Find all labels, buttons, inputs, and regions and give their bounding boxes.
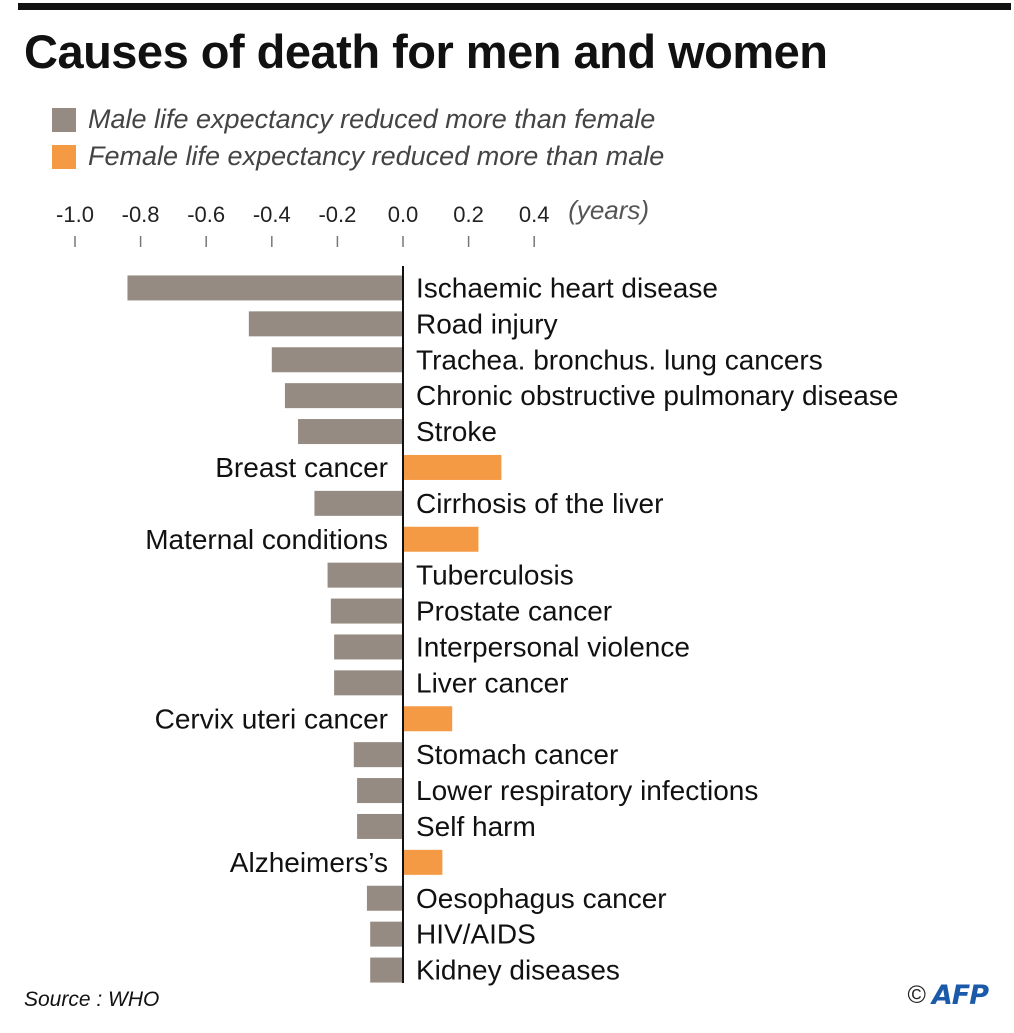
legend-item-female: Female life expectancy reduced more than… <box>52 138 664 175</box>
legend: Male life expectancy reduced more than f… <box>52 101 664 175</box>
bar <box>314 490 403 516</box>
category-label: Cervix uteri cancer <box>155 703 388 734</box>
bar <box>403 849 443 875</box>
category-label: Stroke <box>416 416 497 447</box>
copyright-mark: © <box>907 981 926 1009</box>
credit: © AFP <box>907 980 989 1011</box>
category-label: Road injury <box>416 308 558 339</box>
category-label: Liver cancer <box>416 667 569 698</box>
category-label: Kidney diseases <box>416 955 620 986</box>
chart-title: Causes of death for men and women <box>24 25 828 78</box>
category-label: Ischaemic heart disease <box>416 272 718 303</box>
category-label: HIV/AIDS <box>416 919 536 950</box>
bar <box>366 885 403 911</box>
legend-label-female: Female life expectancy reduced more than… <box>88 141 665 171</box>
bar <box>403 526 479 552</box>
bar <box>248 311 403 337</box>
category-label: Maternal conditions <box>145 524 388 555</box>
category-label: Self harm <box>416 811 536 842</box>
category-label: Trachea. bronchus. lung cancers <box>416 344 823 375</box>
category-label: Alzheimers’s <box>230 847 388 878</box>
bar <box>271 347 403 373</box>
bar <box>284 383 403 409</box>
category-label: Cirrhosis of the liver <box>416 488 663 519</box>
bar <box>334 634 403 660</box>
bar <box>127 275 403 301</box>
bar <box>357 778 403 804</box>
x-tick-label: -0.4 <box>253 202 291 227</box>
bar <box>370 921 403 947</box>
bar <box>357 813 403 839</box>
bar <box>327 562 403 588</box>
legend-label-male: Male life expectancy reduced more than f… <box>88 104 656 134</box>
category-label: Prostate cancer <box>416 596 612 627</box>
x-tick-label: 0.4 <box>519 202 550 227</box>
top-rule <box>18 3 1011 10</box>
bar <box>298 419 403 445</box>
legend-swatch-female <box>52 144 76 169</box>
x-tick-label: -0.6 <box>187 202 225 227</box>
bar <box>403 454 502 480</box>
bar <box>334 670 403 696</box>
bar <box>353 742 403 768</box>
category-label: Lower respiratory infections <box>416 775 758 806</box>
category-label: Stomach cancer <box>416 739 618 770</box>
legend-swatch-male <box>52 107 76 132</box>
category-label: Chronic obstructive pulmonary disease <box>416 380 898 411</box>
x-tick-label: -0.2 <box>318 202 356 227</box>
category-label: Breast cancer <box>215 452 388 483</box>
category-label: Tuberculosis <box>416 560 574 591</box>
afp-logo: AFP <box>931 980 989 1011</box>
x-tick-label: -1.0 <box>56 202 94 227</box>
x-tick-label: 0.2 <box>453 202 484 227</box>
source-note: Source : WHO <box>24 988 160 1011</box>
x-tick-label: 0.0 <box>388 202 419 227</box>
bar <box>403 706 453 732</box>
category-label: Oesophagus cancer <box>416 883 667 914</box>
bar <box>370 957 403 983</box>
legend-item-male: Male life expectancy reduced more than f… <box>52 101 664 138</box>
axis-unit-label: (years) <box>568 195 649 225</box>
category-label: Interpersonal violence <box>416 631 690 662</box>
x-tick-label: -0.8 <box>122 202 160 227</box>
bar <box>330 598 403 624</box>
